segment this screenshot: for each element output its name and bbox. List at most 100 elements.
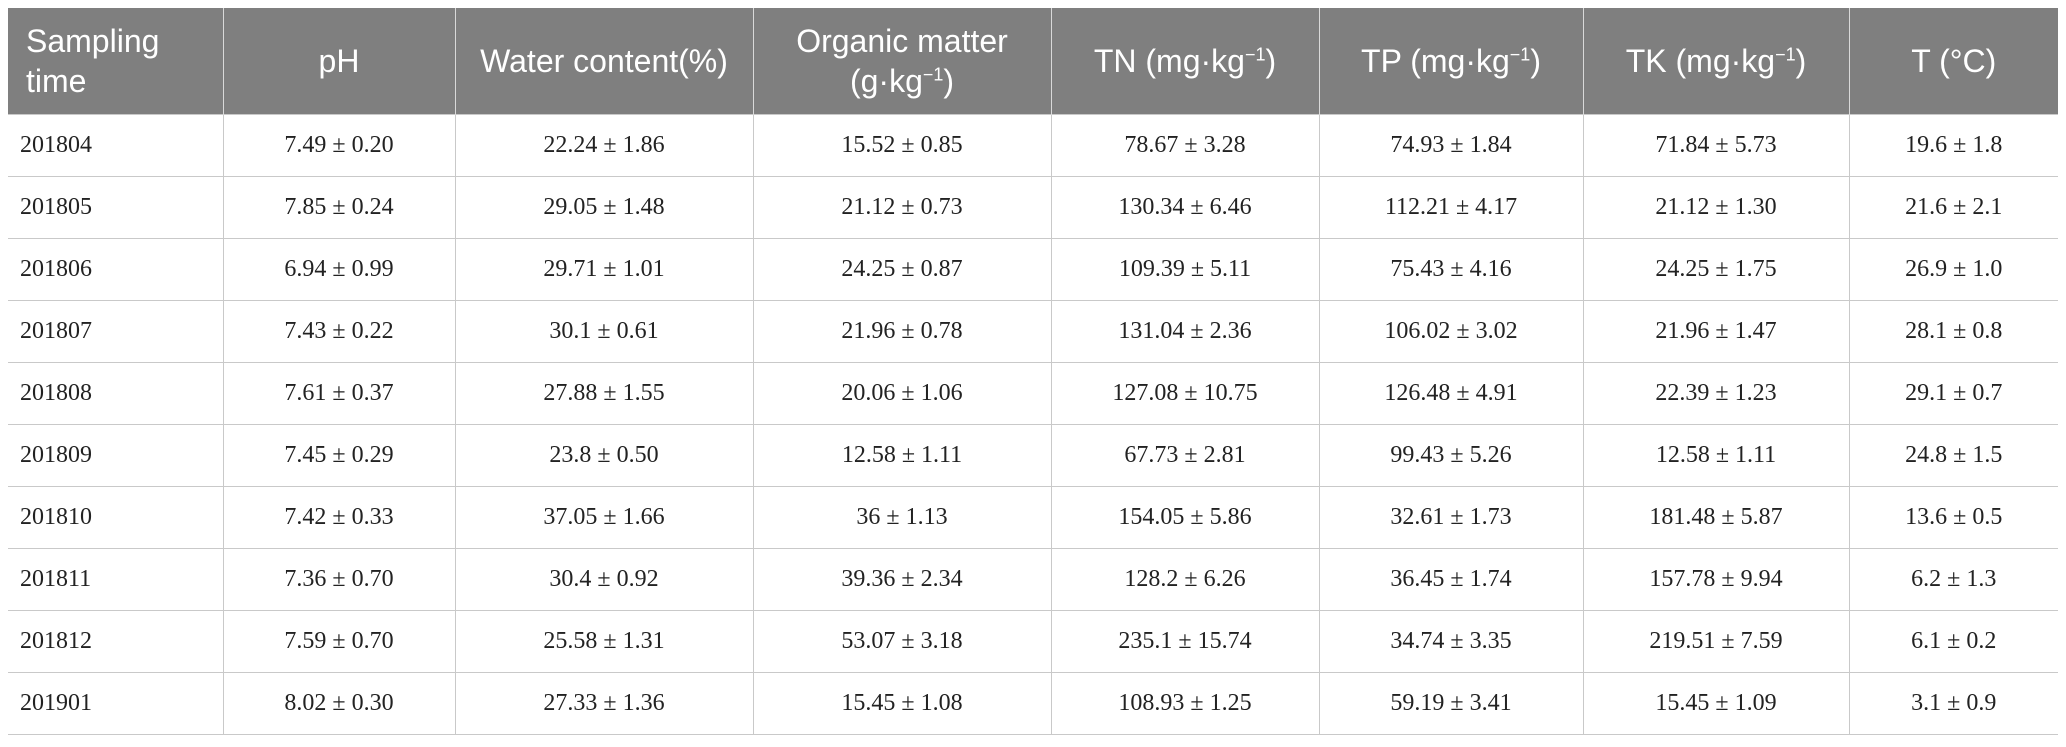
cell-tk: 21.96 ± 1.47 (1582, 300, 1849, 363)
cell-temperature: 13.6 ± 0.5 (1848, 486, 2058, 549)
cell-water-content: 23.8 ± 0.50 (454, 424, 753, 487)
table-row: 201809 7.45 ± 0.29 23.8 ± 0.50 12.58 ± 1… (8, 424, 2058, 487)
cell-temperature: 6.1 ± 0.2 (1848, 610, 2058, 673)
cell-tk: 24.25 ± 1.75 (1582, 238, 1849, 301)
cell-tp: 36.45 ± 1.74 (1318, 548, 1583, 611)
header-organic-matter: Organic matter (g·kg−1) (752, 8, 1051, 115)
cell-organic-matter: 15.52 ± 0.85 (752, 114, 1051, 177)
cell-temperature: 6.2 ± 1.3 (1848, 548, 2058, 611)
cell-tp: 106.02 ± 3.02 (1318, 300, 1583, 363)
table-row: 201901 8.02 ± 0.30 27.33 ± 1.36 15.45 ± … (8, 672, 2058, 735)
cell-tn: 130.34 ± 6.46 (1050, 176, 1319, 239)
cell-tk: 157.78 ± 9.94 (1582, 548, 1849, 611)
cell-organic-matter: 12.58 ± 1.11 (752, 424, 1051, 487)
cell-tk: 15.45 ± 1.09 (1582, 672, 1849, 735)
cell-ph: 7.49 ± 0.20 (222, 114, 455, 177)
cell-tn: 131.04 ± 2.36 (1050, 300, 1319, 363)
cell-organic-matter: 15.45 ± 1.08 (752, 672, 1051, 735)
cell-ph: 8.02 ± 0.30 (222, 672, 455, 735)
cell-sampling-time: 201804 (8, 114, 223, 177)
cell-sampling-time: 201805 (8, 176, 223, 239)
header-tn: TN (mg·kg−1) (1050, 8, 1319, 115)
cell-water-content: 37.05 ± 1.66 (454, 486, 753, 549)
cell-sampling-time: 201807 (8, 300, 223, 363)
header-tk: TK (mg·kg−1) (1582, 8, 1849, 115)
cell-ph: 7.43 ± 0.22 (222, 300, 455, 363)
cell-ph: 7.45 ± 0.29 (222, 424, 455, 487)
cell-ph: 7.36 ± 0.70 (222, 548, 455, 611)
table-row: 201812 7.59 ± 0.70 25.58 ± 1.31 53.07 ± … (8, 610, 2058, 673)
cell-tp: 126.48 ± 4.91 (1318, 362, 1583, 425)
cell-tn: 78.67 ± 3.28 (1050, 114, 1319, 177)
cell-temperature: 29.1 ± 0.7 (1848, 362, 2058, 425)
cell-ph: 7.85 ± 0.24 (222, 176, 455, 239)
cell-tp: 32.61 ± 1.73 (1318, 486, 1583, 549)
cell-tp: 59.19 ± 3.41 (1318, 672, 1583, 735)
data-table: Sampling time pH Water content(%) Organi… (8, 8, 2058, 735)
cell-sampling-time: 201809 (8, 424, 223, 487)
table-row: 201808 7.61 ± 0.37 27.88 ± 1.55 20.06 ± … (8, 362, 2058, 425)
cell-tn: 127.08 ± 10.75 (1050, 362, 1319, 425)
header-sampling-time: Sampling time (8, 8, 223, 115)
header-temperature: T (°C) (1848, 8, 2058, 115)
header-ph: pH (222, 8, 455, 115)
cell-organic-matter: 21.12 ± 0.73 (752, 176, 1051, 239)
cell-temperature: 21.6 ± 2.1 (1848, 176, 2058, 239)
cell-temperature: 24.8 ± 1.5 (1848, 424, 2058, 487)
cell-tp: 74.93 ± 1.84 (1318, 114, 1583, 177)
cell-tk: 219.51 ± 7.59 (1582, 610, 1849, 673)
cell-sampling-time: 201806 (8, 238, 223, 301)
cell-temperature: 19.6 ± 1.8 (1848, 114, 2058, 177)
cell-sampling-time: 201812 (8, 610, 223, 673)
header-water-content: Water content(%) (454, 8, 753, 115)
cell-ph: 6.94 ± 0.99 (222, 238, 455, 301)
header-row: Sampling time pH Water content(%) Organi… (8, 8, 2058, 115)
cell-tk: 12.58 ± 1.11 (1582, 424, 1849, 487)
table-row: 201806 6.94 ± 0.99 29.71 ± 1.01 24.25 ± … (8, 238, 2058, 301)
table-row: 201804 7.49 ± 0.20 22.24 ± 1.86 15.52 ± … (8, 114, 2058, 177)
cell-tk: 22.39 ± 1.23 (1582, 362, 1849, 425)
cell-sampling-time: 201811 (8, 548, 223, 611)
table-row: 201810 7.42 ± 0.33 37.05 ± 1.66 36 ± 1.1… (8, 486, 2058, 549)
cell-water-content: 25.58 ± 1.31 (454, 610, 753, 673)
cell-ph: 7.42 ± 0.33 (222, 486, 455, 549)
cell-tk: 181.48 ± 5.87 (1582, 486, 1849, 549)
cell-organic-matter: 36 ± 1.13 (752, 486, 1051, 549)
cell-organic-matter: 20.06 ± 1.06 (752, 362, 1051, 425)
cell-temperature: 26.9 ± 1.0 (1848, 238, 2058, 301)
cell-tn: 235.1 ± 15.74 (1050, 610, 1319, 673)
cell-water-content: 29.05 ± 1.48 (454, 176, 753, 239)
cell-tn: 109.39 ± 5.11 (1050, 238, 1319, 301)
header-tp: TP (mg·kg−1) (1318, 8, 1583, 115)
cell-sampling-time: 201808 (8, 362, 223, 425)
cell-ph: 7.59 ± 0.70 (222, 610, 455, 673)
cell-ph: 7.61 ± 0.37 (222, 362, 455, 425)
cell-tn: 154.05 ± 5.86 (1050, 486, 1319, 549)
cell-tk: 71.84 ± 5.73 (1582, 114, 1849, 177)
cell-sampling-time: 201810 (8, 486, 223, 549)
cell-temperature: 28.1 ± 0.8 (1848, 300, 2058, 363)
cell-tn: 128.2 ± 6.26 (1050, 548, 1319, 611)
cell-water-content: 27.88 ± 1.55 (454, 362, 753, 425)
table-row: 201811 7.36 ± 0.70 30.4 ± 0.92 39.36 ± 2… (8, 548, 2058, 611)
cell-tp: 99.43 ± 5.26 (1318, 424, 1583, 487)
cell-sampling-time: 201901 (8, 672, 223, 735)
cell-tn: 108.93 ± 1.25 (1050, 672, 1319, 735)
cell-organic-matter: 24.25 ± 0.87 (752, 238, 1051, 301)
cell-water-content: 27.33 ± 1.36 (454, 672, 753, 735)
cell-tp: 75.43 ± 4.16 (1318, 238, 1583, 301)
cell-tp: 112.21 ± 4.17 (1318, 176, 1583, 239)
table-row: 201805 7.85 ± 0.24 29.05 ± 1.48 21.12 ± … (8, 176, 2058, 239)
table-row: 201807 7.43 ± 0.22 30.1 ± 0.61 21.96 ± 0… (8, 300, 2058, 363)
table-body: 201804 7.49 ± 0.20 22.24 ± 1.86 15.52 ± … (8, 114, 2058, 735)
cell-organic-matter: 53.07 ± 3.18 (752, 610, 1051, 673)
table-header: Sampling time pH Water content(%) Organi… (8, 8, 2058, 115)
cell-temperature: 3.1 ± 0.9 (1848, 672, 2058, 735)
cell-water-content: 22.24 ± 1.86 (454, 114, 753, 177)
cell-tp: 34.74 ± 3.35 (1318, 610, 1583, 673)
cell-tn: 67.73 ± 2.81 (1050, 424, 1319, 487)
cell-water-content: 30.4 ± 0.92 (454, 548, 753, 611)
cell-water-content: 30.1 ± 0.61 (454, 300, 753, 363)
cell-organic-matter: 21.96 ± 0.78 (752, 300, 1051, 363)
cell-water-content: 29.71 ± 1.01 (454, 238, 753, 301)
